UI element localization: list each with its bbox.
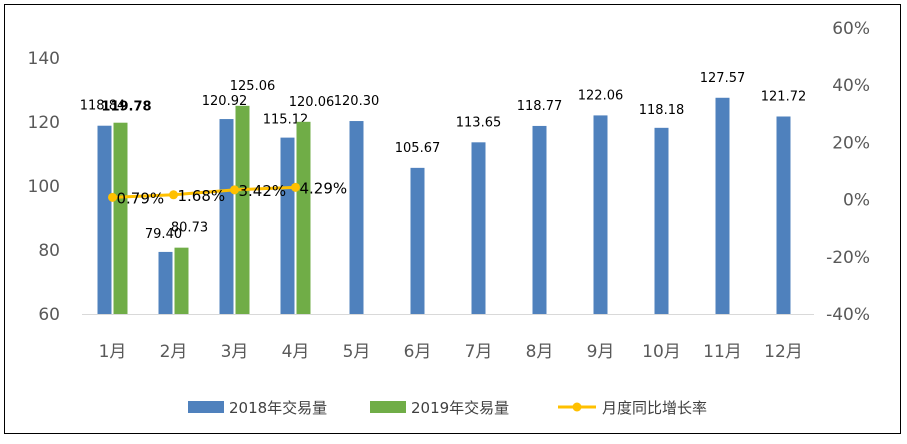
left-axis-tick-label: 120 — [28, 113, 60, 133]
data-label-2019: 119.78 — [101, 100, 151, 115]
right-axis-tick-label: 20% — [832, 133, 870, 153]
x-axis-tick-label: 9月 — [587, 342, 615, 362]
growth-rate-label: 1.68% — [178, 187, 226, 205]
bar-2018 — [776, 116, 791, 314]
data-label-2018: 118.77 — [517, 99, 563, 114]
bar-2019 — [296, 121, 311, 314]
data-label-2019: 120.06 — [289, 95, 335, 110]
data-label-2018: 79.40 — [145, 227, 182, 242]
data-label-2019: 80.73 — [171, 221, 208, 236]
x-axis-tick-label: 2月 — [160, 342, 188, 362]
growth-rate-marker — [169, 190, 178, 200]
bar-2018 — [654, 127, 669, 314]
right-axis-tick-label: 0% — [843, 191, 870, 211]
bar-2018 — [715, 97, 730, 314]
x-axis-tick-label: 5月 — [343, 342, 371, 362]
growth-rate-label: 3.42% — [239, 182, 287, 200]
legend-label: 2018年交易量 — [229, 399, 327, 417]
data-label-2019: 125.06 — [230, 79, 276, 94]
growth-rate-line — [112, 185, 296, 199]
data-label-2018: 127.57 — [700, 71, 746, 86]
x-axis-tick-label: 6月 — [404, 342, 432, 362]
bar-2018 — [349, 121, 364, 314]
x-axis-tick-label: 7月 — [465, 342, 493, 362]
legend-swatch-marker — [572, 402, 582, 412]
data-label-2018: 121.72 — [761, 89, 807, 104]
growth-rate-marker — [230, 185, 239, 195]
data-label-2018: 105.67 — [395, 141, 441, 156]
right-axis-tick-label: -20% — [826, 248, 870, 268]
growth-rate-marker — [108, 192, 117, 202]
x-axis-tick-label: 8月 — [526, 342, 554, 362]
bar-2018 — [97, 125, 112, 314]
data-label-2018: 120.30 — [334, 94, 380, 109]
legend-swatch — [188, 401, 224, 413]
bar-2019 — [174, 247, 189, 314]
growth-rate-marker — [291, 182, 300, 192]
data-label-2018: 122.06 — [578, 88, 624, 103]
left-axis-tick-label: 80 — [38, 241, 60, 261]
bar-2018 — [219, 119, 234, 314]
x-axis-tick-label: 3月 — [221, 342, 249, 362]
legend-swatch — [370, 401, 406, 413]
left-axis-tick-label: 60 — [38, 305, 60, 325]
chart-frame — [4, 4, 901, 434]
growth-rate-label: 0.79% — [117, 189, 165, 207]
left-axis-tick-label: 100 — [28, 177, 60, 197]
legend-label: 月度同比增长率 — [602, 399, 707, 417]
right-axis-tick-label: 60% — [832, 19, 870, 39]
data-label-2018: 118.18 — [639, 103, 685, 118]
x-axis-tick-label: 12月 — [764, 342, 803, 362]
bar-2019 — [235, 105, 250, 314]
right-axis-tick-label: 40% — [832, 76, 870, 96]
right-axis-tick-label: -40% — [826, 305, 870, 325]
bar-2018 — [593, 115, 608, 315]
bar-2018 — [471, 142, 486, 314]
bar-2019 — [113, 122, 128, 314]
legend-label: 2019年交易量 — [411, 399, 509, 417]
data-label-2018: 120.92 — [202, 94, 248, 109]
bar-2018 — [280, 137, 295, 314]
growth-rate-label: 4.29% — [300, 179, 348, 197]
data-label-2018: 118.84 — [80, 99, 126, 114]
bar-2018 — [158, 251, 173, 314]
x-axis-tick-label: 4月 — [282, 342, 310, 362]
bar-2018 — [410, 167, 425, 314]
x-axis-tick-label: 11月 — [703, 342, 742, 362]
bar-2018 — [532, 125, 547, 314]
left-axis-tick-label: 140 — [28, 49, 60, 69]
x-axis-tick-label: 10月 — [642, 342, 681, 362]
data-label-2018: 113.65 — [456, 115, 502, 130]
x-axis-tick-label: 1月 — [99, 342, 127, 362]
